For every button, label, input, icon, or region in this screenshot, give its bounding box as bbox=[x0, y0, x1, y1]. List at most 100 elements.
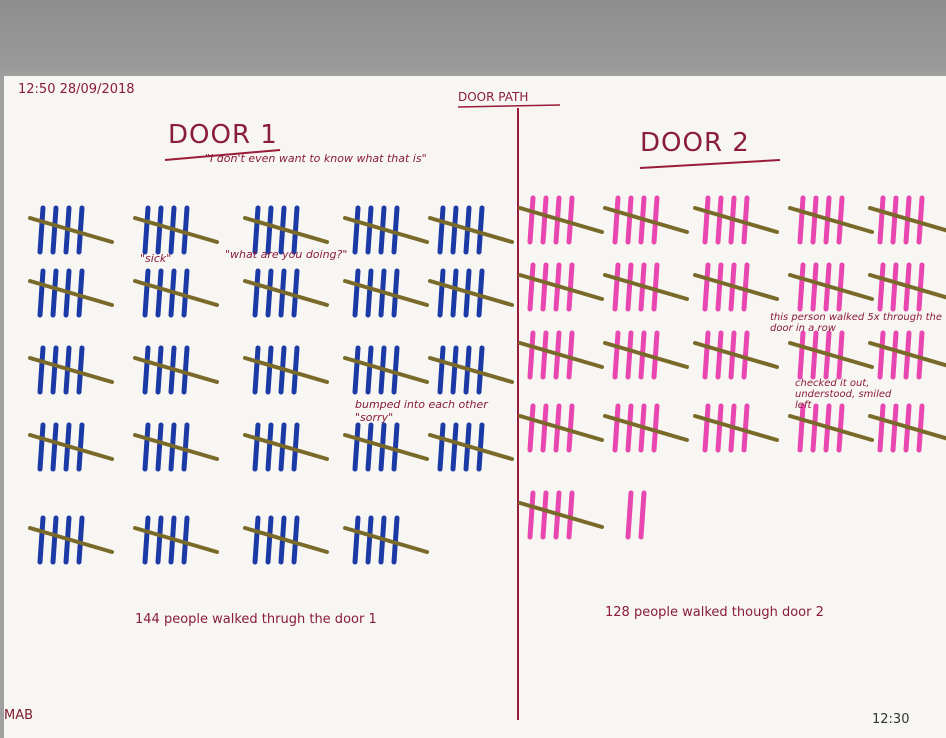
tally-stroke bbox=[868, 273, 946, 300]
tally-stroke bbox=[391, 268, 400, 318]
tally-stroke bbox=[181, 422, 190, 472]
tally-stroke bbox=[265, 515, 274, 565]
tally-stroke bbox=[625, 330, 634, 380]
underline bbox=[639, 159, 781, 169]
tally-stroke bbox=[702, 262, 711, 312]
tally-stroke bbox=[810, 403, 819, 453]
tally-stroke bbox=[437, 268, 446, 318]
tally-stroke bbox=[836, 195, 845, 245]
tally-stroke bbox=[252, 515, 261, 565]
tally-stroke bbox=[518, 273, 604, 301]
summary: 128 people walked though door 2 bbox=[605, 605, 824, 620]
tally-stroke bbox=[527, 330, 536, 380]
tally-stroke bbox=[603, 341, 689, 369]
tally-stroke bbox=[365, 422, 374, 472]
tally-stroke bbox=[142, 515, 151, 565]
tally-stroke bbox=[450, 422, 459, 472]
tally-stroke bbox=[37, 422, 46, 472]
tally-stroke bbox=[142, 268, 151, 318]
tally-stroke bbox=[810, 262, 819, 312]
tally-stroke bbox=[265, 205, 274, 255]
tally-stroke bbox=[612, 330, 621, 380]
tally-stroke bbox=[836, 262, 845, 312]
tally-stroke bbox=[566, 330, 575, 380]
note: "sick" bbox=[140, 252, 172, 265]
tally-stroke bbox=[76, 515, 85, 565]
heading: DOOR 2 bbox=[640, 128, 750, 158]
tally-stroke bbox=[741, 403, 750, 453]
tally-stroke bbox=[715, 330, 724, 380]
tally-stroke bbox=[890, 330, 899, 380]
tally-stroke bbox=[352, 205, 361, 255]
tally-stroke bbox=[612, 195, 621, 245]
heading: DOOR 1 bbox=[168, 120, 278, 150]
tally-stroke bbox=[625, 403, 634, 453]
tally-stroke bbox=[142, 205, 151, 255]
tally-stroke bbox=[133, 526, 219, 554]
tally-stroke bbox=[625, 490, 634, 540]
tally-stroke bbox=[566, 403, 575, 453]
tally-stroke bbox=[797, 403, 806, 453]
tally-stroke bbox=[155, 268, 164, 318]
tally-stroke bbox=[243, 526, 329, 554]
tally-stroke bbox=[50, 515, 59, 565]
tally-stroke bbox=[788, 414, 874, 442]
tally-stroke bbox=[527, 195, 536, 245]
tally-stroke bbox=[476, 268, 485, 318]
tally-stroke bbox=[28, 356, 114, 384]
tally-stroke bbox=[715, 403, 724, 453]
tally-stroke bbox=[741, 330, 750, 380]
tally-stroke bbox=[518, 501, 604, 529]
tally-stroke bbox=[527, 403, 536, 453]
tally-stroke bbox=[868, 206, 946, 233]
tally-stroke bbox=[155, 205, 164, 255]
tally-stroke bbox=[252, 205, 261, 255]
tally-stroke bbox=[651, 262, 660, 312]
initials: MAB bbox=[4, 708, 34, 723]
tally-stroke bbox=[693, 206, 779, 234]
end-time: 12:30 bbox=[872, 712, 910, 727]
tally-stroke bbox=[50, 205, 59, 255]
tally-stroke bbox=[28, 433, 114, 461]
tally-stroke bbox=[916, 403, 925, 453]
tally-stroke bbox=[428, 279, 514, 307]
tally-stroke bbox=[365, 205, 374, 255]
tally-stroke bbox=[715, 262, 724, 312]
tally-stroke bbox=[797, 195, 806, 245]
tally-stroke bbox=[181, 205, 190, 255]
tally-stroke bbox=[651, 330, 660, 380]
tally-stroke bbox=[252, 345, 261, 395]
tally-stroke bbox=[437, 345, 446, 395]
tally-stroke bbox=[155, 345, 164, 395]
tally-stroke bbox=[868, 341, 946, 368]
tally-stroke bbox=[391, 205, 400, 255]
note: "what are you doing?" bbox=[225, 248, 348, 261]
tally-stroke bbox=[566, 262, 575, 312]
tally-stroke bbox=[916, 195, 925, 245]
tally-stroke bbox=[181, 268, 190, 318]
tally-stroke bbox=[428, 356, 514, 384]
tally-stroke bbox=[916, 330, 925, 380]
tally-stroke bbox=[797, 262, 806, 312]
tally-stroke bbox=[243, 279, 329, 307]
tally-stroke bbox=[476, 345, 485, 395]
tally-stroke bbox=[291, 422, 300, 472]
tally-stroke bbox=[365, 268, 374, 318]
title: DOOR PATH bbox=[458, 90, 529, 104]
tally-stroke bbox=[133, 356, 219, 384]
tally-stroke bbox=[476, 422, 485, 472]
tally-stroke bbox=[836, 403, 845, 453]
tally-stroke bbox=[603, 206, 689, 234]
tally-stroke bbox=[877, 403, 886, 453]
tally-stroke bbox=[142, 345, 151, 395]
tally-stroke bbox=[76, 422, 85, 472]
tally-stroke bbox=[540, 262, 549, 312]
tally-stroke bbox=[343, 279, 429, 307]
tally-stroke bbox=[133, 433, 219, 461]
tally-stroke bbox=[252, 268, 261, 318]
tally-stroke bbox=[155, 422, 164, 472]
tally-stroke bbox=[343, 433, 429, 461]
tally-stroke bbox=[868, 414, 946, 441]
tally-stroke bbox=[50, 345, 59, 395]
